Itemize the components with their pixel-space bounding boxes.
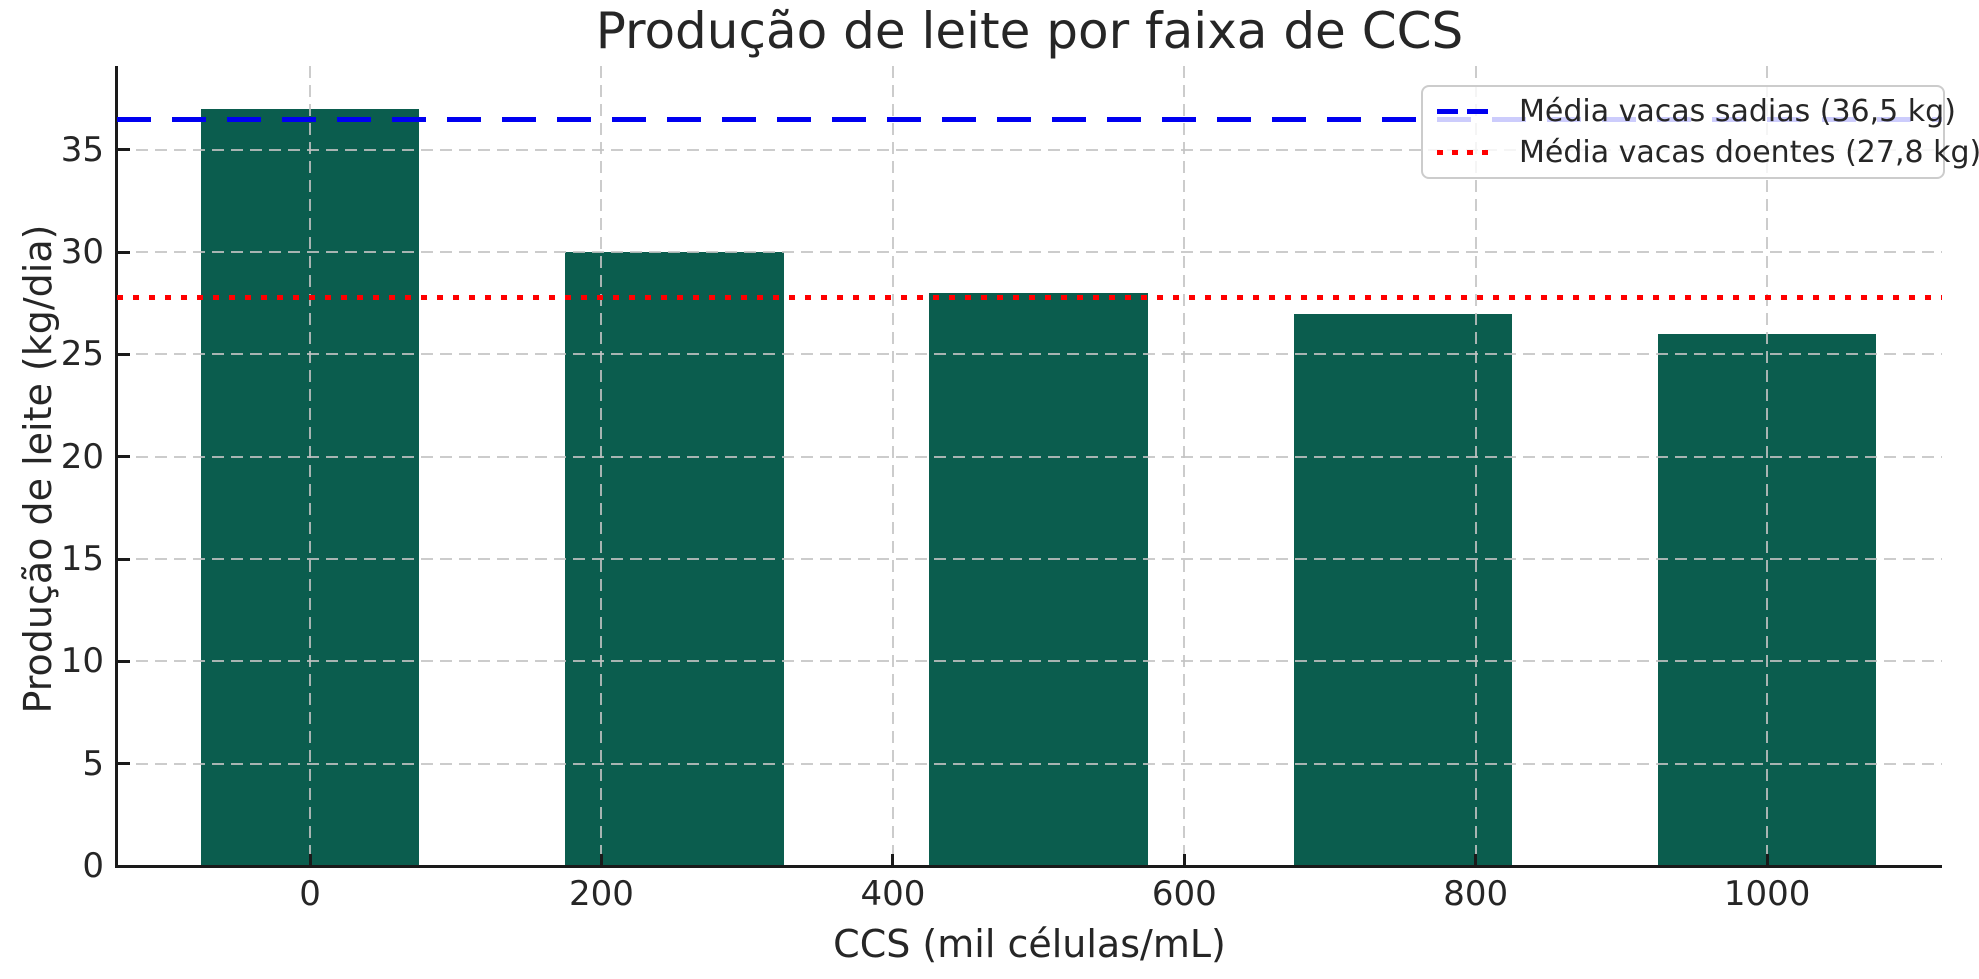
bar-ccs-500 (929, 293, 1148, 866)
gridline-y-30 (117, 251, 1942, 254)
x-tick-label-200: 200 (569, 874, 634, 914)
y-axis-label: Produção de leite (kg/dia) (16, 224, 60, 714)
gridline-x-0 (309, 66, 312, 866)
legend-line-sample-dashed (1437, 109, 1495, 114)
gridline-y-35 (117, 148, 1942, 151)
y-tick-label-25: 25 (60, 334, 104, 375)
bar-ccs-750 (1293, 313, 1513, 866)
x-tick-label-1000: 1000 (1723, 874, 1811, 914)
y-tick-25 (118, 352, 130, 356)
reference-line-dashed (117, 116, 1942, 122)
y-axis-spine (115, 66, 118, 868)
y-tick-30 (118, 250, 130, 254)
gridline-x-200 (600, 66, 603, 866)
gridline-y-25 (117, 353, 1942, 356)
legend-label: Média vacas sadias (36,5 kg) (1519, 94, 1956, 129)
y-tick-0 (118, 864, 130, 868)
y-tick-10 (118, 659, 130, 663)
gridline-x-800 (1474, 66, 1477, 866)
legend-entry-0: Média vacas sadias (36,5 kg) (1423, 94, 1956, 129)
reference-line-dotted (117, 294, 1942, 300)
y-tick-label-10: 10 (60, 641, 104, 682)
gridline-y-20 (117, 455, 1942, 458)
y-tick-label-30: 30 (60, 232, 104, 273)
legend: Média vacas sadias (36,5 kg) Média vacas … (1421, 85, 1979, 179)
x-tick-label-800: 800 (1443, 874, 1509, 914)
y-tick-label-20: 20 (60, 436, 104, 477)
gridline-x-600 (1183, 66, 1186, 866)
y-tick-35 (118, 148, 130, 152)
x-tick-label-0: 0 (299, 874, 321, 914)
y-tick-15 (118, 557, 130, 561)
gridline-y-10 (117, 660, 1942, 663)
x-axis-label: CCS (mil células/mL) (833, 922, 1226, 966)
y-tick-label-0: 0 (82, 846, 104, 886)
y-tick-label-15: 15 (60, 539, 104, 580)
legend-label: Média vacas doentes (27,8 kg) (1519, 135, 1979, 170)
x-tick-200 (599, 854, 603, 866)
x-tick-label-400: 400 (860, 874, 926, 914)
y-tick-label-5: 5 (82, 743, 104, 784)
gridline-x-400 (891, 66, 894, 866)
x-tick-1000 (1765, 854, 1769, 866)
gridline-x-1000 (1766, 66, 1769, 866)
x-tick-800 (1474, 854, 1478, 866)
x-tick-600 (1182, 854, 1186, 866)
x-tick-0 (308, 854, 312, 866)
x-axis-spine (115, 864, 1942, 868)
legend-line-sample-dotted (1437, 150, 1495, 155)
y-tick-5 (118, 762, 130, 766)
gridline-y-5 (117, 762, 1942, 765)
y-tick-20 (118, 455, 130, 459)
chart-title: Produção de leite por faixa de CCS (595, 2, 1464, 60)
x-tick-label-600: 600 (1151, 874, 1217, 914)
y-tick-label-35: 35 (60, 129, 104, 170)
x-tick-400 (891, 854, 895, 866)
legend-entry-1: Média vacas doentes (27,8 kg) (1423, 135, 1979, 170)
gridline-y-15 (117, 558, 1942, 561)
